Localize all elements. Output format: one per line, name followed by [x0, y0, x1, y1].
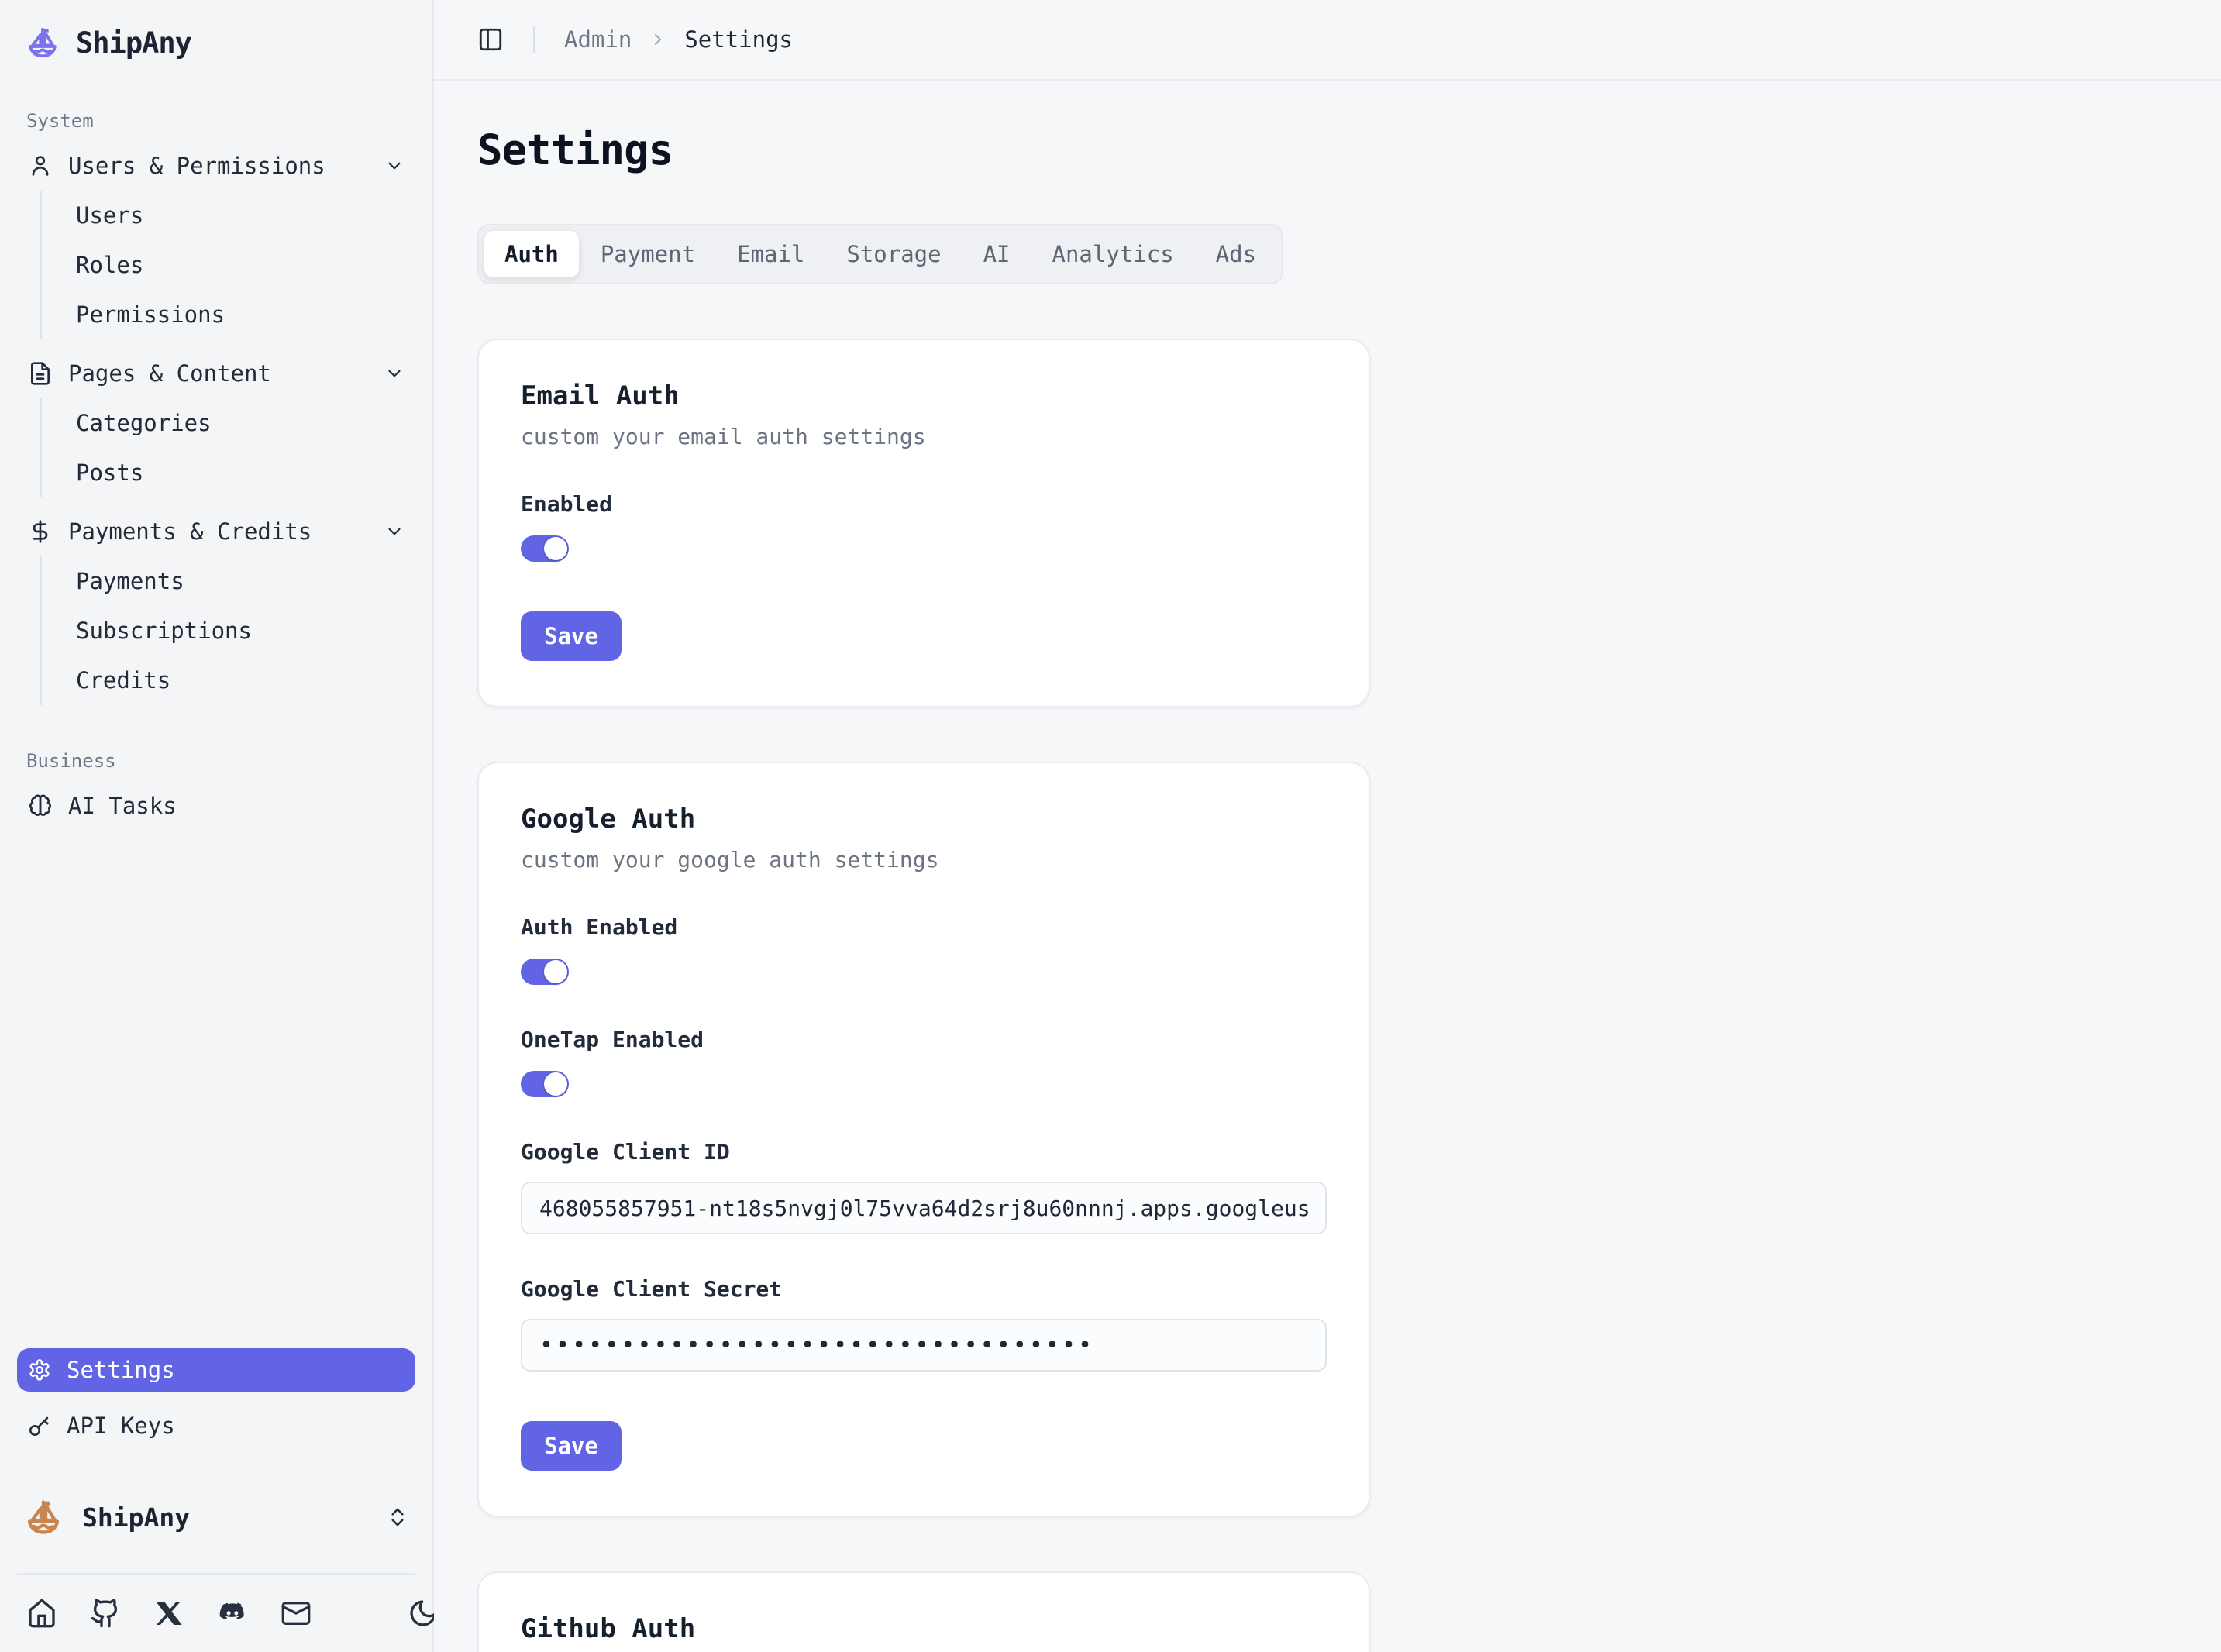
breadcrumb-admin[interactable]: Admin — [564, 26, 632, 53]
sidebar-item-pages-content[interactable]: Pages & Content — [17, 349, 415, 398]
auth-enabled-switch[interactable] — [521, 959, 569, 985]
field-label-google-client-secret: Google Client Secret — [521, 1276, 783, 1302]
sidebar-item-permissions[interactable]: Permissions — [76, 301, 226, 328]
sidebar-spacer — [17, 831, 415, 1348]
field-label-onetap-enabled: OneTap Enabled — [521, 1027, 704, 1052]
save-button[interactable]: Save — [521, 1421, 622, 1471]
sailboat-icon — [23, 1497, 64, 1537]
users-icon — [28, 153, 53, 178]
sidebar-item-api-keys[interactable]: API Keys — [17, 1404, 415, 1447]
org-switcher[interactable]: ShipAny — [23, 1497, 409, 1537]
settings-cards: Email Auth custom your email auth setting… — [477, 339, 1370, 1652]
sidebar-item-label: Users & Permissions — [68, 153, 325, 179]
gear-icon — [28, 1358, 51, 1382]
sidebar-item-label: Payments & Credits — [68, 518, 312, 545]
tab-ads[interactable]: Ads — [1196, 231, 1276, 277]
settings-tabs: Auth Payment Email Storage AI Analytics Ads — [477, 224, 1284, 284]
sidebar-item-settings[interactable]: Settings — [17, 1348, 415, 1392]
sidebar-item-label: Pages & Content — [68, 360, 271, 387]
sidebar-item-credits[interactable]: Credits — [76, 667, 171, 693]
sidebar-item-label: API Keys — [67, 1413, 175, 1439]
tab-storage[interactable]: Storage — [826, 231, 961, 277]
home-icon[interactable] — [26, 1598, 57, 1629]
brain-icon — [28, 793, 53, 818]
chevrons-up-down-icon — [386, 1506, 409, 1529]
dollar-sign-icon — [28, 519, 53, 544]
topbar-divider — [533, 26, 535, 53]
card-title: Google Auth — [521, 804, 696, 835]
sidebar-item-label: Settings — [67, 1357, 175, 1383]
sidebar-group: AI Tasks — [17, 781, 415, 831]
social-bar — [17, 1573, 436, 1652]
google-client-secret-input[interactable] — [521, 1319, 1327, 1372]
app-name: ShipAny — [76, 26, 192, 60]
file-text-icon — [28, 361, 53, 386]
sidebar-footer-nav: Settings API Keys — [17, 1348, 415, 1460]
key-icon — [28, 1414, 51, 1437]
sidebar-item-posts[interactable]: Posts — [76, 459, 144, 486]
chevron-down-icon — [384, 156, 405, 176]
moon-icon[interactable] — [408, 1598, 439, 1629]
tab-email[interactable]: Email — [717, 231, 825, 277]
card-title: Email Auth — [521, 380, 680, 411]
card-email-auth: Email Auth custom your email auth setting… — [477, 339, 1370, 707]
field-label-google-client-id: Google Client ID — [521, 1139, 730, 1165]
sidebar-item-payments[interactable]: Payments — [76, 568, 184, 594]
card-description: custom your email auth settings — [521, 424, 926, 449]
page-title: Settings — [477, 126, 673, 174]
tab-analytics[interactable]: Analytics — [1032, 231, 1194, 277]
sidebar-group: Pages & Content Categories Posts — [17, 349, 415, 497]
app-logo-row: ShipAny — [17, 20, 415, 65]
sailboat-icon — [25, 25, 60, 60]
sidebar-item-label: AI Tasks — [68, 793, 177, 819]
chevron-down-icon — [384, 363, 405, 384]
field-label-auth-enabled: Auth Enabled — [521, 914, 678, 940]
github-icon[interactable] — [90, 1598, 121, 1629]
chevron-down-icon — [384, 521, 405, 542]
tab-payment[interactable]: Payment — [580, 231, 715, 277]
sidebar-section-label-system: System — [26, 110, 94, 132]
sidebar-item-subscriptions[interactable]: Subscriptions — [76, 618, 252, 644]
google-client-id-input[interactable] — [521, 1182, 1327, 1234]
sidebar-sections: System Users & Permissions Users Roles Permi… — [17, 65, 415, 831]
save-button[interactable]: Save — [521, 611, 622, 661]
topbar: Admin Settings — [434, 0, 2221, 81]
org-name: ShipAny — [82, 1502, 191, 1533]
main-area: Admin Settings Settings Auth Payment Email… — [434, 0, 2221, 1652]
page-content: Settings Auth Payment Email Storage AI Analyt… — [434, 81, 2221, 1652]
breadcrumb: Admin Settings — [564, 26, 793, 53]
enabled-switch[interactable] — [521, 535, 569, 562]
sidebar-item-ai-tasks[interactable]: AI Tasks — [17, 781, 415, 831]
sidebar: ShipAny System Users & Permissions Users Ro… — [0, 0, 436, 1652]
sidebar-item-users[interactable]: Users — [76, 202, 144, 229]
card-title: Github Auth — [521, 1613, 696, 1644]
sidebar-item-users-permissions[interactable]: Users & Permissions — [17, 141, 415, 191]
discord-icon[interactable] — [217, 1598, 248, 1629]
sidebar-section-label-business: Business — [26, 750, 116, 772]
sidebar-group: Payments & Credits Payments Subscriptions C… — [17, 507, 415, 705]
sidebar-group: Users & Permissions Users Roles Permissions — [17, 141, 415, 339]
chevron-right-icon — [649, 30, 667, 49]
sidebar-subitems: Users Roles Permissions — [40, 191, 415, 339]
mail-icon[interactable] — [281, 1598, 312, 1629]
onetap-enabled-switch[interactable] — [521, 1071, 569, 1097]
breadcrumb-settings: Settings — [684, 26, 793, 53]
sidebar-item-payments-credits[interactable]: Payments & Credits — [17, 507, 415, 556]
sidebar-subitems: Categories Posts — [40, 398, 415, 497]
sidebar-item-roles[interactable]: Roles — [76, 252, 144, 278]
panel-left-icon[interactable] — [477, 26, 504, 53]
card-description: custom your google auth settings — [521, 847, 939, 872]
card-google-auth: Google Auth custom your google auth setti… — [477, 762, 1370, 1517]
sidebar-item-categories[interactable]: Categories — [76, 410, 212, 436]
sidebar-subitems: Payments Subscriptions Credits — [40, 556, 415, 705]
field-label-enabled: Enabled — [521, 491, 613, 517]
tab-auth[interactable]: Auth — [484, 231, 579, 277]
tab-ai[interactable]: AI — [963, 231, 1031, 277]
x-logo-icon[interactable] — [153, 1598, 184, 1629]
